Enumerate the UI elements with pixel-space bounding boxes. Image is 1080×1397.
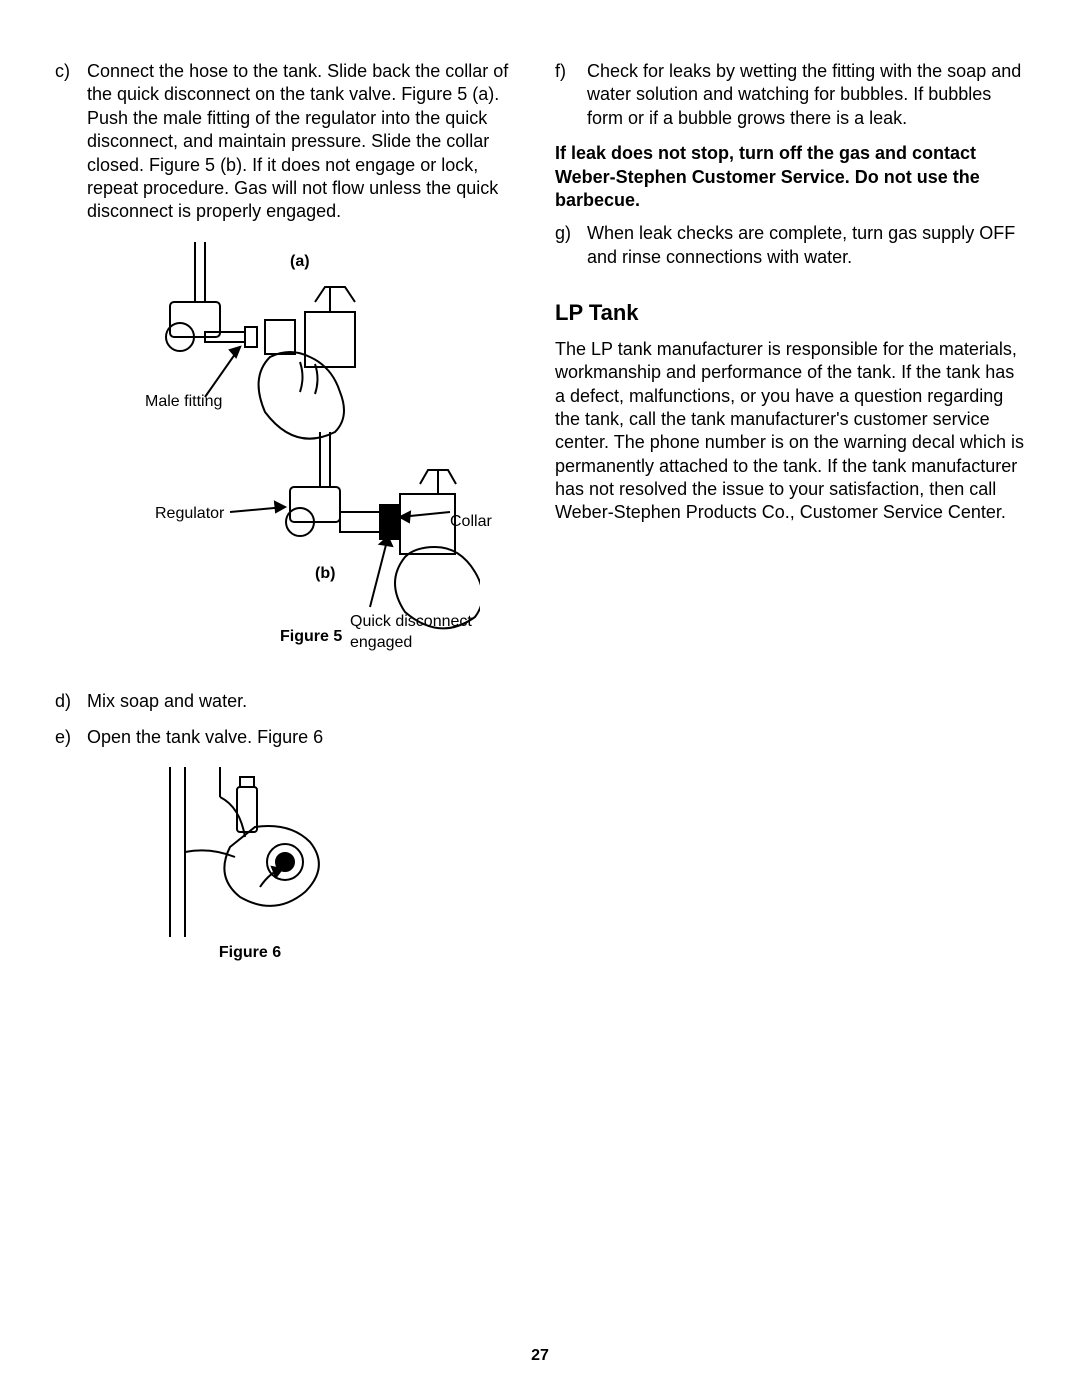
fig6-caption: Figure 6: [145, 943, 355, 964]
list-marker: c): [55, 60, 87, 224]
list-item-g: g) When leak checks are complete, turn g…: [555, 222, 1025, 269]
fig5-label-collar: Collar: [450, 512, 492, 533]
figure-6-svg: [145, 767, 355, 937]
fig5-label-a: (a): [290, 252, 310, 273]
figure-5: (a) Male fitting Regulator Collar (b) Qu…: [55, 242, 525, 668]
fig5-label-malefitting: Male fitting: [145, 392, 222, 413]
list-marker: d): [55, 690, 87, 713]
fig5-label-b: (b): [315, 564, 335, 585]
list-text: Check for leaks by wetting the fitting w…: [587, 60, 1025, 130]
figure-5-svg: [100, 242, 480, 642]
list-marker: g): [555, 222, 587, 269]
left-column: c) Connect the hose to the tank. Slide b…: [55, 60, 525, 986]
list-text: When leak checks are complete, turn gas …: [587, 222, 1025, 269]
page-columns: c) Connect the hose to the tank. Slide b…: [55, 60, 1025, 986]
list-text: Connect the hose to the tank. Slide back…: [87, 60, 525, 224]
lp-tank-body: The LP tank manufacturer is responsible …: [555, 338, 1025, 525]
list-text: Open the tank valve. Figure 6: [87, 726, 525, 749]
list-item-e: e) Open the tank valve. Figure 6: [55, 726, 525, 749]
list-text: Mix soap and water.: [87, 690, 525, 713]
fig5-caption: Figure 5: [280, 627, 342, 648]
list-item-f: f) Check for leaks by wetting the fittin…: [555, 60, 1025, 130]
fig5-label-regulator: Regulator: [155, 504, 224, 525]
figure-6: Figure 6: [55, 767, 525, 964]
lp-tank-heading: LP Tank: [555, 299, 1025, 328]
fig5-label-qd: Quick disconnect engaged: [350, 612, 480, 654]
list-item-c: c) Connect the hose to the tank. Slide b…: [55, 60, 525, 224]
leak-warning: If leak does not stop, turn off the gas …: [555, 142, 1025, 212]
list-marker: e): [55, 726, 87, 749]
page-number: 27: [0, 1346, 1080, 1367]
list-item-d: d) Mix soap and water.: [55, 690, 525, 713]
right-column: f) Check for leaks by wetting the fittin…: [555, 60, 1025, 986]
list-marker: f): [555, 60, 587, 130]
